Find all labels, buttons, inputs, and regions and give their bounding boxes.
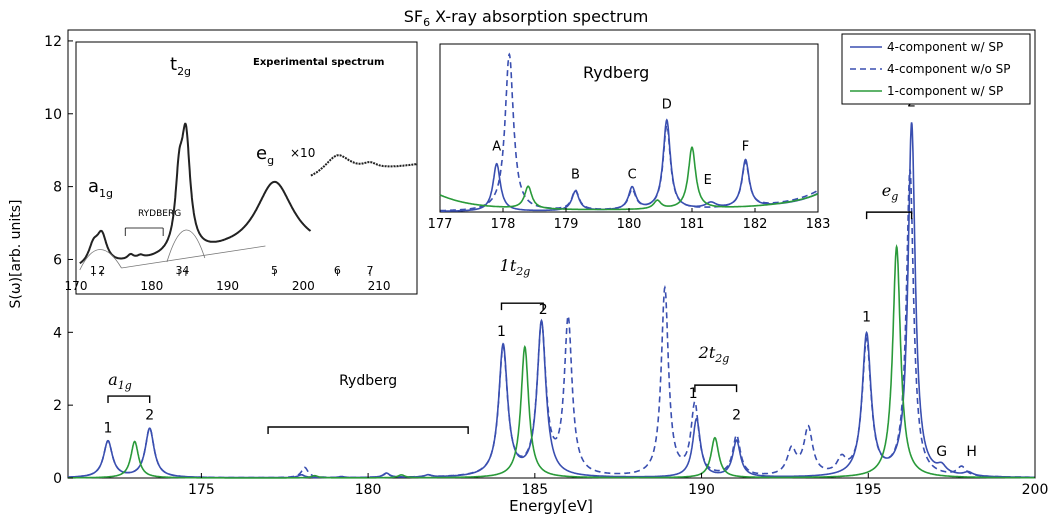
label-a1g: a1g <box>108 370 132 392</box>
peak-annotation: H <box>966 444 977 460</box>
rydberg-series-2 <box>440 52 819 212</box>
rydberg-x-tick-label: 183 <box>806 217 831 232</box>
label-2t2g: 2t2g <box>698 343 730 365</box>
chart-title: SF6 X-ray absorption spectrum <box>404 7 649 29</box>
exp-marker-label: 3 <box>176 264 183 277</box>
bracket-eg <box>865 211 913 220</box>
x-tick-label: 175 <box>188 482 215 498</box>
bracket-2t2g <box>694 384 738 393</box>
fit-line <box>121 245 266 269</box>
rydberg-inset: Rydberg 177 178 179 180 181 182 183 A B C D E F <box>428 43 831 232</box>
exp-marker-label: 2 <box>98 264 105 277</box>
y-tick-label: 2 <box>53 398 62 414</box>
rydberg-inset-title: Rydberg <box>583 63 649 82</box>
rydberg-peak-label: D <box>662 97 672 112</box>
exp-marker-label: 4 <box>182 264 189 277</box>
exp-label-t2g: t2g <box>170 54 191 78</box>
exp-x-tick-label: 200 <box>292 279 315 293</box>
exp-label-a1g: a1g <box>88 176 113 200</box>
label-eg: eg <box>882 181 899 203</box>
series-line-3 <box>68 244 1035 479</box>
x-axis-label: Energy[eV] <box>509 497 593 515</box>
rydberg-peak-label: F <box>742 139 749 154</box>
rydberg-x-tick-label: 177 <box>428 217 453 232</box>
rydberg-peak-label: B <box>571 167 580 182</box>
main-series-group <box>68 122 1035 479</box>
bracket-rydberg <box>267 426 469 435</box>
y-tick-label: 6 <box>53 252 62 268</box>
y-tick-label: 0 <box>53 471 62 487</box>
exp-label-rydberg: RYDBERG <box>138 209 181 219</box>
peak-annotation: 1 <box>862 309 871 325</box>
exp-x-tick-label: 180 <box>140 279 163 293</box>
x-tick-label: 195 <box>855 482 882 498</box>
bracket-1t2g <box>500 302 544 311</box>
legend: 4-component w/ SP 4-component w/o SP 1-c… <box>841 33 1031 105</box>
exp-rydberg-bracket-ends <box>124 228 164 236</box>
experimental-curve-x10 <box>310 154 417 177</box>
rydberg-peak-label: E <box>704 173 712 188</box>
legend-label-3: 1-component w/ SP <box>887 84 1003 98</box>
label-1t2g: 1t2g <box>500 256 531 278</box>
rydberg-peak-label: C <box>628 167 637 182</box>
fit-line <box>166 229 206 263</box>
exp-label-x10: ×10 <box>290 146 315 160</box>
y-axis-label: S(ω)[arb. units] <box>8 200 24 309</box>
legend-label-1: 4-component w/ SP <box>887 40 1003 54</box>
exp-marker-label: 5 <box>271 264 278 277</box>
rydberg-x-tick-label: 179 <box>554 217 579 232</box>
fit-line <box>79 249 122 271</box>
y-tick-label: 4 <box>53 325 62 341</box>
rydberg-peak-label: A <box>492 139 501 154</box>
exp-x-tick-label: 190 <box>216 279 239 293</box>
y-tick-label: 12 <box>44 34 62 50</box>
experimental-inset-title: Experimental spectrum <box>253 57 384 68</box>
experimental-curve <box>79 122 312 265</box>
x-tick-label: 200 <box>1022 482 1049 498</box>
rydberg-x-tick-label: 178 <box>491 217 516 232</box>
y-tick-label: 8 <box>53 180 62 196</box>
legend-label-2: 4-component w/o SP <box>887 62 1011 76</box>
x-tick-label: 185 <box>521 482 548 498</box>
main-plot-frame <box>67 29 1036 479</box>
peak-annotation: 2 <box>145 408 154 424</box>
exp-marker-label: 7 <box>367 264 374 277</box>
rydberg-x-tick-label: 180 <box>617 217 642 232</box>
y-tick-label: 10 <box>44 107 62 123</box>
exp-x-tick-label: 210 <box>368 279 391 293</box>
peak-annotation: 2 <box>732 408 741 424</box>
peak-annotation: Rydberg <box>339 373 397 389</box>
x-tick-label: 190 <box>688 482 715 498</box>
exp-marker-label: 6 <box>334 264 341 277</box>
rydberg-x-tick-label: 182 <box>743 217 768 232</box>
peak-annotation: G <box>936 444 947 460</box>
bracket-a1g <box>107 395 151 404</box>
exp-x-tick-label: 170 <box>65 279 88 293</box>
rydberg-x-tick-label: 181 <box>680 217 705 232</box>
peak-annotation: 1 <box>104 420 113 436</box>
x-tick-label: 180 <box>355 482 382 498</box>
peak-annotation: 1 <box>689 386 698 402</box>
peak-annotation: 1 <box>497 324 506 340</box>
exp-label-eg: eg <box>256 143 274 167</box>
exp-marker-label: 1 <box>90 264 97 277</box>
